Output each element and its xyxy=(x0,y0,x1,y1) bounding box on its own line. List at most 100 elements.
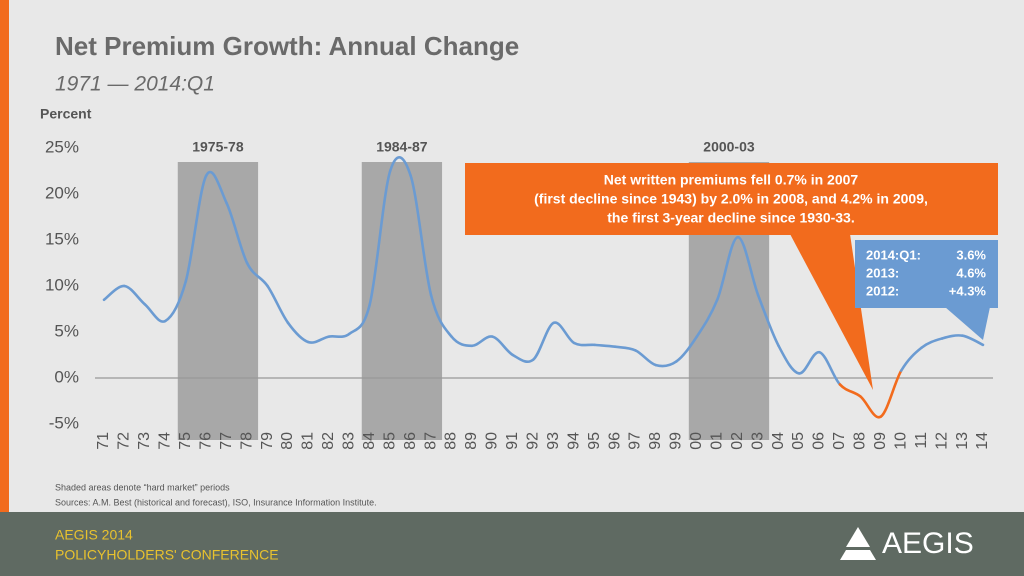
logo: AEGIS xyxy=(882,527,974,560)
x-tick-label: 79 xyxy=(259,432,276,450)
footer-conference: POLICYHOLDERS' CONFERENCE xyxy=(55,547,279,563)
line-segment xyxy=(102,284,126,302)
line-segment xyxy=(429,293,453,338)
line-segment xyxy=(818,350,842,386)
period-label: 1975-78 xyxy=(192,139,244,155)
x-tick-label: 88 xyxy=(443,432,460,450)
accent-bar xyxy=(0,0,9,512)
x-tick-label: 12 xyxy=(933,432,950,450)
shaded-period xyxy=(177,162,259,440)
line-segment xyxy=(511,353,535,363)
x-tick-label: 78 xyxy=(238,432,255,450)
recent-label: 2012: xyxy=(866,283,899,298)
y-tick-label: 10% xyxy=(45,275,79,294)
x-tick-label: 87 xyxy=(422,432,439,450)
callout-text: Net written premiums fell 0.7% in 2007 xyxy=(604,172,859,188)
line-segment xyxy=(266,284,290,325)
x-tick-label: 07 xyxy=(831,432,848,450)
line-segment xyxy=(491,335,515,357)
line-segment xyxy=(777,344,801,375)
line-segment xyxy=(572,341,596,347)
x-tick-label: 10 xyxy=(892,432,909,450)
x-tick-label: 09 xyxy=(872,432,889,450)
recent-value: 4.6% xyxy=(956,265,986,280)
period-label: 2000-03 xyxy=(703,139,755,155)
x-tick-label: 86 xyxy=(402,432,419,450)
recent-label: 2014:Q1: xyxy=(866,247,921,262)
y-axis-label: Percent xyxy=(40,106,92,122)
x-tick-label: 71 xyxy=(95,432,112,450)
x-tick-label: 02 xyxy=(729,432,746,450)
x-tick-label: 90 xyxy=(484,432,501,450)
line-segment xyxy=(654,360,678,368)
shaded-period xyxy=(361,162,443,440)
x-tick-label: 03 xyxy=(749,432,766,450)
recent-value: 3.6% xyxy=(956,247,986,262)
callout-pointer xyxy=(790,234,873,390)
line-segment xyxy=(204,171,228,205)
footnote: Shaded areas denote “hard market” period… xyxy=(55,482,230,492)
line-segment xyxy=(409,174,433,297)
line-segment xyxy=(715,235,739,302)
logo-icon xyxy=(840,527,876,560)
line-segment xyxy=(470,335,494,348)
line-segment xyxy=(552,321,576,345)
x-tick-label: 91 xyxy=(504,432,521,450)
x-tick-label: 73 xyxy=(136,432,153,450)
line-segment xyxy=(859,395,883,419)
x-tick-label: 89 xyxy=(463,432,480,450)
x-tick-label: 74 xyxy=(157,432,174,450)
line-segment xyxy=(348,303,372,336)
period-label: 1984-87 xyxy=(376,139,428,155)
x-tick-label: 92 xyxy=(524,432,541,450)
line-segment xyxy=(736,235,760,297)
line-segment xyxy=(450,335,474,348)
x-tick-label: 99 xyxy=(668,432,685,450)
footer-event: AEGIS 2014 xyxy=(55,527,133,543)
y-tick-label: 0% xyxy=(54,367,79,386)
line-segment xyxy=(613,345,637,352)
x-tick-label: 95 xyxy=(586,432,603,450)
x-tick-label: 75 xyxy=(177,432,194,450)
subtitle: 1971 — 2014:Q1 xyxy=(55,73,215,96)
x-tick-label: 82 xyxy=(320,432,337,450)
line-segment xyxy=(634,349,658,367)
y-tick-label: 5% xyxy=(54,321,79,340)
x-tick-label: 06 xyxy=(811,432,828,450)
recent-value: +4.3% xyxy=(949,283,987,298)
callout-text: the first 3-year decline since 1930-33. xyxy=(607,210,854,226)
line-segment xyxy=(675,335,699,363)
x-tick-label: 97 xyxy=(627,432,644,450)
line-segment xyxy=(225,201,249,265)
line-segment xyxy=(368,169,392,306)
line-segment xyxy=(143,303,167,323)
line-segment xyxy=(286,321,310,344)
x-tick-label: 04 xyxy=(770,432,787,450)
footnote: Sources: A.M. Best (historical and forec… xyxy=(55,497,377,507)
line-segment xyxy=(961,334,985,347)
x-tick-label: 08 xyxy=(852,432,869,450)
x-tick-label: 80 xyxy=(279,432,296,450)
line-segment xyxy=(879,369,903,418)
line-segment xyxy=(531,321,556,361)
line-segment xyxy=(940,334,964,340)
y-tick-label: -5% xyxy=(49,413,79,432)
line-segment xyxy=(899,346,923,372)
x-tick-label: 93 xyxy=(545,432,562,450)
x-tick-label: 77 xyxy=(218,432,235,450)
x-tick-label: 11 xyxy=(913,432,930,449)
line-segment xyxy=(327,332,351,339)
line-segment xyxy=(797,350,821,375)
line-segment xyxy=(756,293,780,348)
recent-label: 2013: xyxy=(866,265,899,280)
x-tick-label: 84 xyxy=(361,432,378,450)
x-tick-label: 98 xyxy=(647,432,664,450)
x-tick-label: 13 xyxy=(954,432,971,450)
x-tick-label: 83 xyxy=(341,432,358,450)
line-segment xyxy=(245,261,269,288)
callout-text: (first decline since 1943) by 2.0% in 20… xyxy=(534,191,928,207)
line-segment xyxy=(164,280,188,323)
y-tick-label: 15% xyxy=(45,229,79,248)
